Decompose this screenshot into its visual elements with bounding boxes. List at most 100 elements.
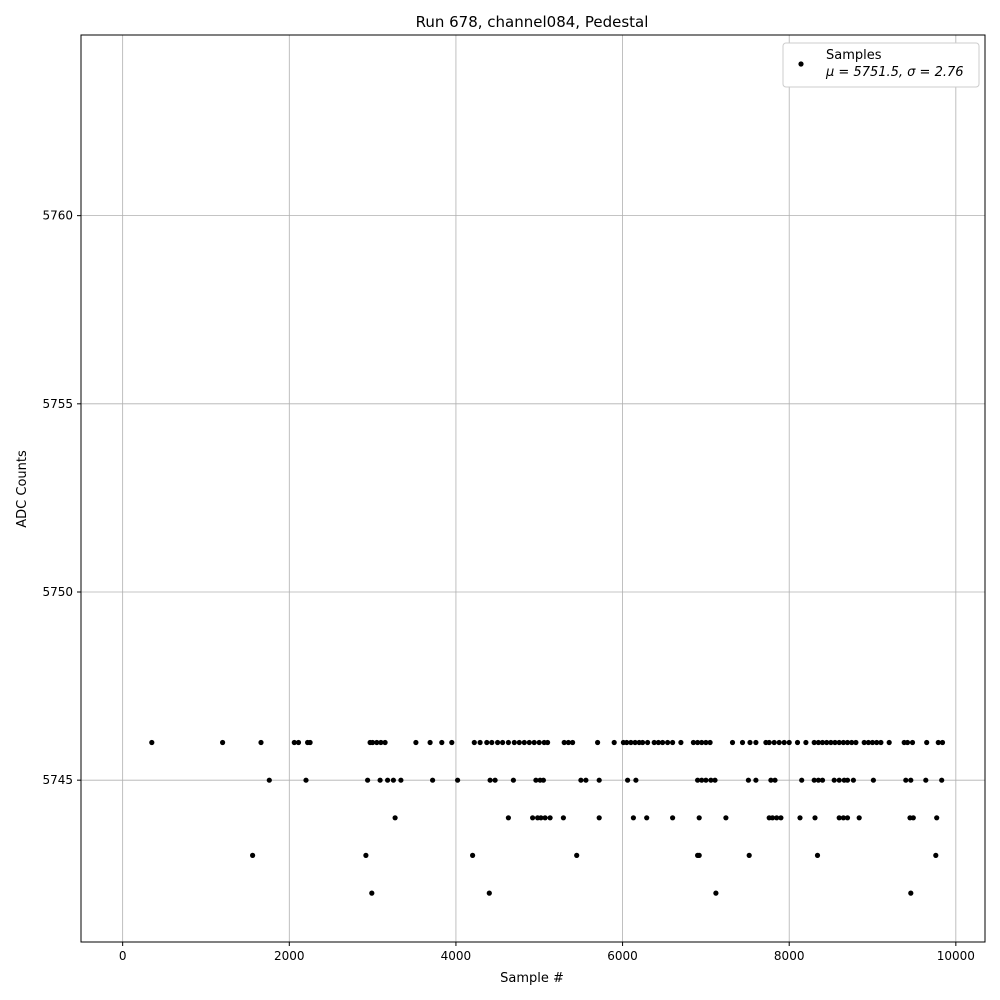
x-axis-ticks: 0 2000 4000 6000 8000 10000 xyxy=(119,942,975,963)
sample-point xyxy=(703,739,709,746)
sample-point xyxy=(819,777,826,783)
legend-series-name: Samples xyxy=(826,48,882,63)
sample-point xyxy=(908,777,914,783)
sample-point xyxy=(753,777,759,783)
sample-point xyxy=(768,777,774,783)
sample-point xyxy=(753,739,759,746)
x-tick-label: 2000 xyxy=(274,949,305,963)
sample-point xyxy=(487,777,493,783)
y-tick-label: 5750 xyxy=(42,585,73,599)
sample-point xyxy=(258,739,264,746)
sample-point xyxy=(712,777,718,783)
sample-point xyxy=(713,890,719,896)
sample-point xyxy=(670,815,676,821)
x-tick-label: 4000 xyxy=(441,949,472,963)
sample-point xyxy=(923,777,929,783)
sample-point xyxy=(707,739,713,746)
sample-point xyxy=(521,739,527,746)
sample-point xyxy=(536,739,542,746)
sample-point xyxy=(633,777,639,783)
sample-point xyxy=(510,777,516,783)
sample-point xyxy=(561,739,567,746)
sample-point xyxy=(392,815,398,821)
sample-point xyxy=(390,777,396,783)
sample-point xyxy=(811,777,817,783)
sample-point xyxy=(560,815,567,821)
sample-point xyxy=(470,852,476,859)
sample-point xyxy=(651,739,657,746)
sample-point xyxy=(596,777,602,783)
legend: Samples μ = 5751.5, σ = 2.76 xyxy=(782,42,980,88)
sample-point xyxy=(377,777,383,783)
sample-point xyxy=(814,852,821,859)
sample-point xyxy=(382,739,388,746)
sample-point xyxy=(645,739,651,746)
sample-point xyxy=(291,739,297,746)
sample-point xyxy=(369,890,375,896)
sample-point xyxy=(939,739,946,746)
y-tick-label: 5760 xyxy=(42,209,73,223)
sample-point xyxy=(935,739,941,746)
sample-point xyxy=(500,739,506,746)
sample-point xyxy=(699,739,705,746)
x-tick-label: 0 xyxy=(119,949,127,963)
sample-point xyxy=(538,815,544,821)
sample-point xyxy=(869,739,876,746)
sample-point xyxy=(149,739,155,746)
sample-point xyxy=(611,739,617,746)
sample-point xyxy=(812,815,818,821)
sample-point xyxy=(772,777,778,783)
sample-point xyxy=(398,777,404,783)
sample-point xyxy=(824,739,830,746)
sample-point xyxy=(836,815,842,821)
sample-point xyxy=(910,815,916,821)
sample-point xyxy=(526,739,532,746)
sample-point xyxy=(365,777,371,783)
sample-point xyxy=(545,739,551,746)
sample-point xyxy=(909,739,916,746)
sample-point xyxy=(578,777,584,783)
sample-point xyxy=(547,815,553,821)
sample-point xyxy=(484,739,490,746)
sample-point xyxy=(505,739,511,746)
sample-point xyxy=(370,739,376,746)
x-axis-label: Sample # xyxy=(500,971,564,986)
sample-point xyxy=(374,739,380,746)
y-tick-label: 5755 xyxy=(42,397,73,411)
grid xyxy=(81,35,985,942)
sample-point xyxy=(840,815,847,821)
sample-point xyxy=(455,777,461,783)
sample-point xyxy=(786,739,792,746)
sample-point xyxy=(250,852,256,859)
sample-point xyxy=(632,739,638,746)
sample-point xyxy=(516,739,522,746)
sample-point xyxy=(628,739,634,746)
sample-point xyxy=(924,739,930,746)
sample-point xyxy=(794,739,801,746)
chart-title: Run 678, channel084, Pedestal xyxy=(416,13,649,31)
sample-point xyxy=(696,815,702,821)
sample-point xyxy=(378,739,384,746)
sample-point xyxy=(819,739,826,746)
x-tick-label: 8000 xyxy=(774,949,805,963)
sample-point xyxy=(799,777,805,783)
sample-point xyxy=(530,815,536,821)
sample-point xyxy=(836,739,842,746)
sample-point xyxy=(723,815,729,821)
sample-point xyxy=(307,739,313,746)
sample-point xyxy=(489,739,495,746)
sample-point xyxy=(303,777,309,783)
sample-point xyxy=(850,777,857,783)
sample-point xyxy=(511,739,517,746)
plot-area-frame xyxy=(80,34,986,943)
sample-point xyxy=(531,739,537,746)
legend-stats-label: μ = 5751.5, σ = 2.76 xyxy=(825,65,964,80)
sample-point xyxy=(853,739,859,746)
sample-point xyxy=(486,890,492,896)
sample-point xyxy=(861,739,867,746)
sample-point xyxy=(665,739,671,746)
sample-point xyxy=(699,777,705,783)
sample-point xyxy=(696,852,702,859)
sample-point xyxy=(574,852,580,859)
sample-point xyxy=(477,739,483,746)
